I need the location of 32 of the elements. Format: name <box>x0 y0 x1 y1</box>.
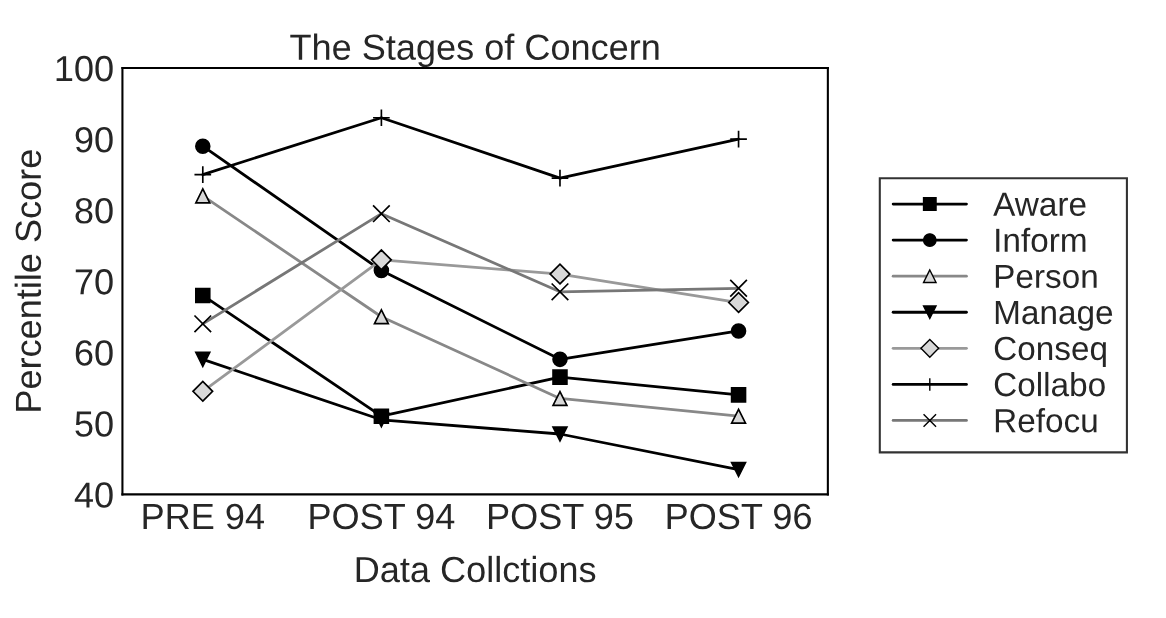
y-axis-title: Percentile Score <box>14 150 42 411</box>
legend-label: Inform <box>996 227 1086 253</box>
point <box>730 461 747 478</box>
legend-label: Collabo <box>994 371 1105 397</box>
point <box>552 369 568 385</box>
legend-label: Aware <box>993 192 1086 217</box>
point <box>193 165 212 184</box>
point <box>195 138 211 154</box>
y-tick-label: 60 <box>75 340 113 366</box>
x-tick-label: POST 95 <box>489 503 633 530</box>
y-tick-label: 70 <box>75 269 113 295</box>
y-tick-label: 80 <box>75 197 113 224</box>
point <box>195 287 211 304</box>
x-tick-label: POST 94 <box>310 503 455 530</box>
point <box>195 351 211 368</box>
point <box>729 129 748 149</box>
legend-label: Person <box>995 264 1097 289</box>
x-axis-title: Data Collctions <box>356 555 596 583</box>
point <box>730 387 747 403</box>
legend-label: Refocu <box>995 408 1097 433</box>
y-tick-label: 40 <box>74 482 113 508</box>
legend-label: Manage <box>995 300 1113 331</box>
y-tick-label: 90 <box>75 126 113 153</box>
point <box>552 426 568 442</box>
y-tick-label: 100 <box>56 55 113 82</box>
point <box>552 351 568 368</box>
chart-title: The Stages of Concern <box>290 33 659 68</box>
y-tick-label: 50 <box>75 411 113 437</box>
point <box>730 323 747 339</box>
x-tick-label: PRE 94 <box>143 503 264 530</box>
legend-label: Conseq <box>994 336 1106 367</box>
x-tick-label: POST 96 <box>667 503 811 530</box>
